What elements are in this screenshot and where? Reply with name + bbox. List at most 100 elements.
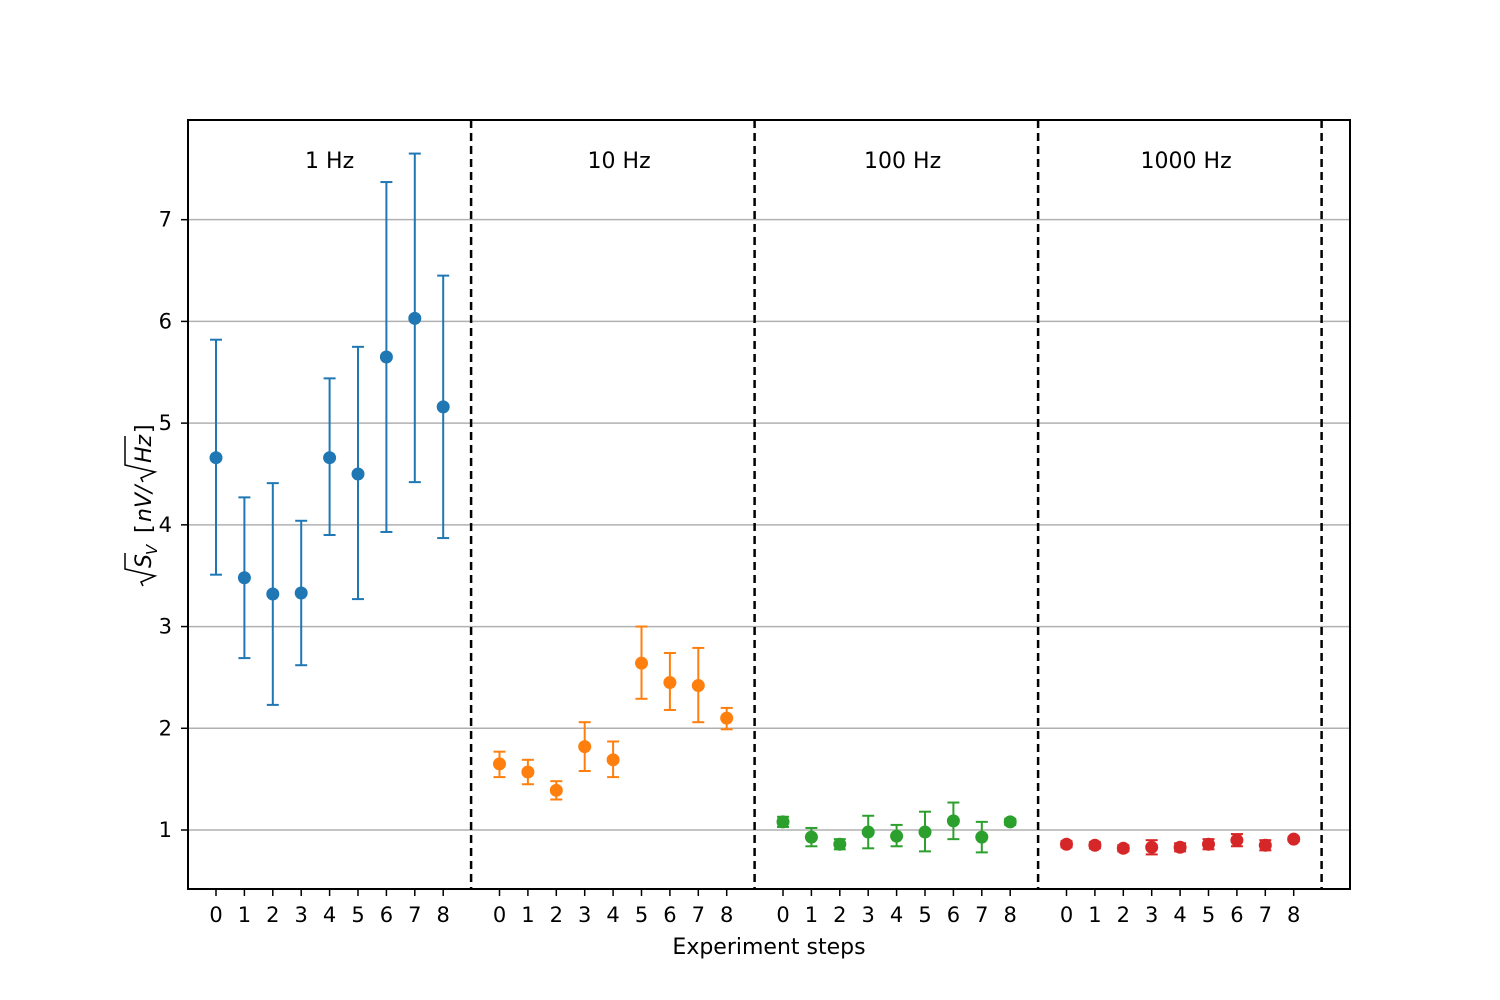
data-point bbox=[351, 467, 365, 481]
y-label-unit-denominator: Hz bbox=[132, 434, 157, 463]
data-point bbox=[1116, 841, 1130, 855]
x-tick-label: 1 bbox=[238, 903, 251, 927]
y-label-unit-open: [ bbox=[132, 524, 157, 533]
data-point bbox=[663, 676, 677, 690]
x-tick-label: 4 bbox=[323, 903, 336, 927]
series-1000-hz bbox=[1060, 832, 1301, 856]
y-tick-label: 2 bbox=[159, 716, 172, 740]
y-tick-label: 7 bbox=[159, 208, 172, 232]
data-point bbox=[804, 830, 818, 844]
data-point bbox=[861, 825, 875, 839]
y-label-unit-close: ] bbox=[132, 424, 157, 433]
y-label-symbol: S bbox=[132, 554, 157, 568]
x-tick-label: 2 bbox=[266, 903, 279, 927]
x-tick-label: 7 bbox=[1259, 903, 1272, 927]
y-axis-ticks: 1 2 3 4 5 6 7 bbox=[159, 208, 188, 842]
series-10-hz bbox=[493, 625, 734, 801]
data-point bbox=[1088, 838, 1102, 852]
x-tick-label: 8 bbox=[720, 903, 733, 927]
data-point bbox=[1003, 815, 1017, 829]
data-point bbox=[209, 451, 223, 465]
data-point bbox=[776, 815, 790, 829]
x-tick-label: 0 bbox=[209, 903, 222, 927]
data-point bbox=[833, 837, 847, 851]
x-tick-label: 3 bbox=[295, 903, 308, 927]
x-tick-label: 7 bbox=[408, 903, 421, 927]
x-tick-label: 1 bbox=[805, 903, 818, 927]
x-tick-label: 5 bbox=[351, 903, 364, 927]
x-tick-label: 2 bbox=[550, 903, 563, 927]
y-tick-label: 1 bbox=[159, 818, 172, 842]
data-point bbox=[720, 711, 734, 725]
group-labels: 1 Hz 10 Hz 100 Hz 1000 Hz bbox=[305, 149, 1232, 174]
x-tick-label: 6 bbox=[663, 903, 676, 927]
data-point bbox=[918, 825, 932, 839]
data-point bbox=[1258, 838, 1272, 852]
data-point bbox=[379, 350, 393, 364]
data-series bbox=[209, 152, 1301, 856]
y-label-subscript: V bbox=[143, 543, 161, 555]
x-tick-label: 3 bbox=[1145, 903, 1158, 927]
y-axis-label: S V [ nV/ Hz ] bbox=[124, 424, 161, 587]
data-point bbox=[266, 587, 280, 601]
x-tick-label: 4 bbox=[606, 903, 619, 927]
x-tick-label: 6 bbox=[380, 903, 393, 927]
y-tick-label: 6 bbox=[159, 309, 172, 333]
group-label: 1 Hz bbox=[305, 149, 354, 174]
data-point bbox=[890, 829, 904, 843]
data-point bbox=[691, 679, 705, 693]
sqrt-symbol-unit bbox=[124, 436, 158, 483]
x-tick-label: 6 bbox=[947, 903, 960, 927]
x-tick-label: 2 bbox=[1117, 903, 1130, 927]
x-tick-label: 1 bbox=[521, 903, 534, 927]
data-point bbox=[493, 757, 506, 771]
x-tick-label: 8 bbox=[1287, 903, 1300, 927]
x-tick-label: 5 bbox=[1202, 903, 1215, 927]
y-tick-label: 5 bbox=[159, 411, 172, 435]
x-tick-label: 4 bbox=[1173, 903, 1186, 927]
data-point bbox=[606, 753, 620, 767]
data-point bbox=[323, 451, 337, 465]
plot-frame bbox=[187, 119, 1351, 890]
data-point bbox=[635, 656, 648, 670]
data-point bbox=[1202, 837, 1215, 851]
data-point bbox=[549, 783, 563, 797]
data-point bbox=[1173, 840, 1187, 854]
y-tick-label: 3 bbox=[159, 615, 172, 639]
data-point bbox=[1060, 837, 1073, 851]
x-tick-label: 4 bbox=[890, 903, 903, 927]
data-point bbox=[946, 814, 960, 828]
x-tick-label: 8 bbox=[437, 903, 450, 927]
data-point bbox=[578, 740, 592, 754]
x-tick-label: 8 bbox=[1004, 903, 1017, 927]
group-dividers bbox=[469, 120, 1323, 889]
x-tick-label: 7 bbox=[975, 903, 988, 927]
x-tick-label: 0 bbox=[1060, 903, 1073, 927]
x-tick-label: 5 bbox=[918, 903, 931, 927]
data-point bbox=[1287, 832, 1301, 846]
x-tick-label: 3 bbox=[578, 903, 591, 927]
x-axis-label: Experiment steps bbox=[672, 935, 865, 960]
data-point bbox=[237, 571, 251, 585]
x-tick-label: 5 bbox=[635, 903, 648, 927]
data-point bbox=[408, 311, 422, 325]
y-label-unit-numerator: nV/ bbox=[132, 483, 157, 522]
x-tick-label: 1 bbox=[1088, 903, 1101, 927]
x-tick-label: 6 bbox=[1230, 903, 1243, 927]
data-point bbox=[975, 830, 989, 844]
data-point bbox=[1230, 833, 1244, 847]
grid-lines bbox=[188, 218, 1350, 831]
series-100-hz bbox=[776, 801, 1017, 854]
group-label: 100 Hz bbox=[864, 149, 941, 174]
series-1-hz bbox=[209, 152, 450, 706]
data-point bbox=[1145, 840, 1159, 854]
data-point bbox=[294, 586, 308, 600]
x-tick-label: 0 bbox=[776, 903, 789, 927]
group-label: 1000 Hz bbox=[1141, 149, 1232, 174]
data-point bbox=[436, 400, 450, 414]
x-tick-label: 0 bbox=[493, 903, 506, 927]
x-tick-label: 7 bbox=[692, 903, 705, 927]
